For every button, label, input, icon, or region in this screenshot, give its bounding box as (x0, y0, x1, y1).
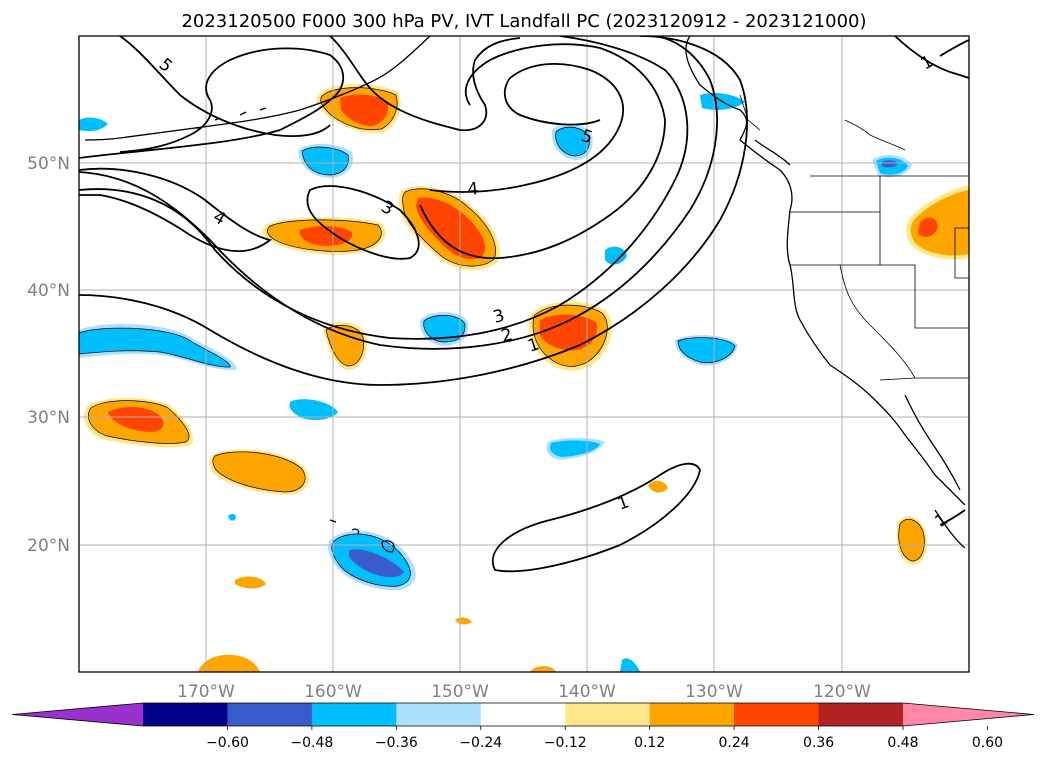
colorbar-extend-low (12, 703, 143, 726)
contour-label: 2 (499, 325, 515, 347)
colorbar: −0.60 −0.48 −0.36 −0.24 −0.12 0.12 0.24 0.36 0.4… (11, 702, 1035, 751)
colorbar-tick-label: 0.24 (719, 735, 750, 751)
colorbar-swatch (227, 703, 313, 726)
coastlines (84, 36, 966, 549)
colorbar-tick-label: −0.60 (206, 735, 249, 751)
colorbar-tick-label: −0.36 (375, 735, 418, 751)
colorbar-tick-label: −0.24 (459, 735, 502, 751)
lat-label: 40°N (27, 281, 70, 301)
lon-label: 170°W (177, 682, 235, 702)
colorbar-outline (11, 702, 1035, 727)
political-borders (739, 94, 969, 381)
colorbar-swatch (396, 703, 482, 726)
colorbar-swatch (311, 703, 397, 726)
map-panel: 5 4 3 4 3 2 1 1 5 1 1 (78, 35, 970, 673)
figure-title: 2023120500 F000 300 hPa PV, IVT Landfall… (181, 11, 866, 32)
hawaii-islands (329, 519, 395, 553)
lon-label: 160°W (304, 682, 362, 702)
lon-label: 130°W (685, 682, 743, 702)
latitude-labels: 50°N 40°N 30°N 20°N (27, 154, 70, 556)
colorbar-swatch (143, 703, 228, 726)
gridlines (79, 36, 969, 672)
colorbar-tick-label: −0.48 (290, 735, 333, 751)
colorbar-swatch (734, 703, 820, 726)
shading-outlines (79, 87, 925, 587)
colorbar-swatch (565, 703, 651, 726)
colorbar-tick-label: 0.48 (887, 735, 918, 751)
lon-label: 140°W (558, 682, 616, 702)
colorbar-swatch (649, 703, 735, 726)
pv-positive-shading (84, 84, 969, 672)
colorbar-swatch (818, 703, 904, 726)
colorbar-tick-label: −0.12 (544, 735, 587, 751)
lon-label: 120°W (813, 682, 871, 702)
lat-label: 30°N (27, 408, 70, 428)
pv-contours (79, 36, 969, 573)
colorbar-tick-label: 0.36 (803, 735, 834, 751)
contour-label: 4 (467, 179, 480, 200)
lon-label: 150°W (431, 682, 489, 702)
colorbar-extend-high (903, 703, 1034, 726)
colorbar-tick-label: 0.12 (634, 735, 665, 751)
colorbar-swatch (480, 703, 566, 726)
colorbar-tick-label: 0.60 (972, 735, 1003, 751)
longitude-labels: 170°W 160°W 150°W 140°W 130°W 120°W (177, 682, 871, 702)
lat-label: 20°N (27, 536, 70, 556)
lat-label: 50°N (27, 154, 70, 174)
contour-label: 3 (491, 306, 507, 328)
